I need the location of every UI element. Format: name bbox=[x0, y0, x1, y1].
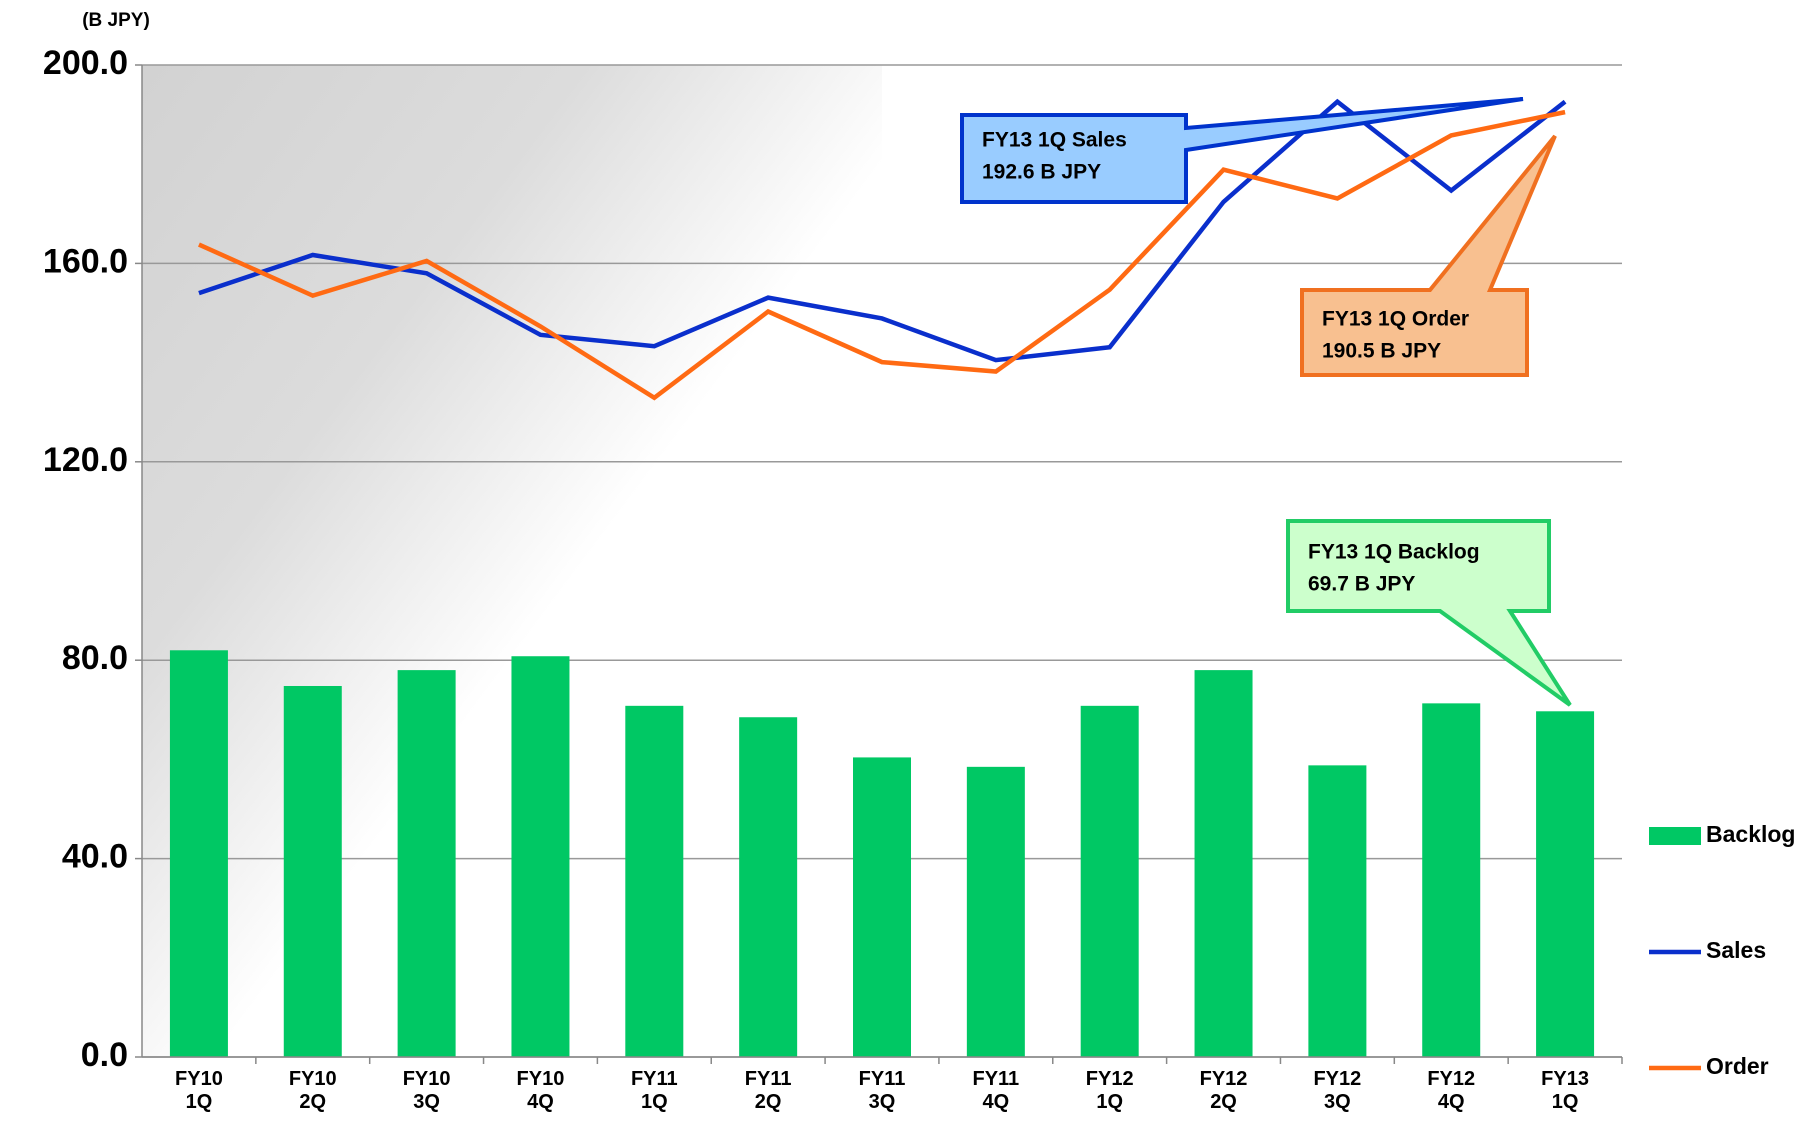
callout-text: FY13 1Q Order bbox=[1322, 308, 1469, 331]
y-tick-label: 0.0 bbox=[81, 1036, 128, 1074]
bar bbox=[853, 757, 911, 1057]
x-tick-label: FY11 1Q bbox=[630, 1068, 678, 1113]
y-tick-label: 80.0 bbox=[62, 639, 128, 677]
callout-text: 69.7 B JPY bbox=[1308, 573, 1415, 596]
x-tick-label: FY12 4Q bbox=[1427, 1068, 1476, 1113]
y-tick-label: 40.0 bbox=[62, 838, 128, 876]
legend-swatch bbox=[1649, 827, 1701, 845]
y-axis-label: (B JPY) bbox=[82, 10, 150, 31]
bar bbox=[1308, 765, 1367, 1057]
x-tick-label: FY10 1Q bbox=[175, 1068, 223, 1113]
x-tick-label: FY12 2Q bbox=[1199, 1068, 1248, 1113]
x-tick-label: FY12 1Q bbox=[1085, 1068, 1134, 1113]
y-tick-label: 120.0 bbox=[43, 441, 128, 479]
y-tick-label: 200.0 bbox=[43, 44, 128, 82]
x-tick-label: FY11 2Q bbox=[744, 1068, 792, 1113]
bar bbox=[625, 705, 684, 1057]
callout-text: 192.6 B JPY bbox=[982, 161, 1101, 184]
x-tick-label: FY13 1Q bbox=[1541, 1068, 1589, 1113]
bar bbox=[511, 656, 570, 1057]
bar bbox=[966, 766, 1025, 1057]
bar bbox=[739, 717, 798, 1057]
line bbox=[198, 109, 1566, 401]
bar bbox=[1080, 705, 1139, 1057]
x-tick-label: FY10 2Q bbox=[288, 1068, 337, 1113]
callout bbox=[1286, 519, 1572, 707]
legend-label: Order bbox=[1706, 1053, 1769, 1079]
callout-text: 190.5 B JPY bbox=[1322, 340, 1441, 363]
callout-text: FY13 1Q Sales bbox=[982, 129, 1127, 152]
x-tick-label: FY10 3Q bbox=[402, 1068, 451, 1113]
y-tick-label: 160.0 bbox=[43, 242, 128, 280]
callout bbox=[1300, 134, 1557, 377]
x-tick-label: FY10 4Q bbox=[516, 1068, 565, 1113]
x-tick-label: FY11 4Q bbox=[972, 1068, 1020, 1113]
bar bbox=[397, 670, 456, 1057]
callout-text: FY13 1Q Backlog bbox=[1308, 541, 1480, 564]
x-tick-label: FY11 3Q bbox=[858, 1068, 906, 1113]
callout bbox=[960, 97, 1524, 204]
bar bbox=[1194, 670, 1253, 1057]
bar bbox=[169, 650, 228, 1057]
line bbox=[198, 98, 1567, 363]
bar bbox=[1536, 711, 1595, 1057]
legend-label: Sales bbox=[1706, 937, 1766, 963]
bar bbox=[1422, 703, 1481, 1057]
x-tick-label: FY12 3Q bbox=[1313, 1068, 1362, 1113]
bar bbox=[283, 685, 342, 1057]
legend-label: Backlog bbox=[1706, 821, 1795, 847]
